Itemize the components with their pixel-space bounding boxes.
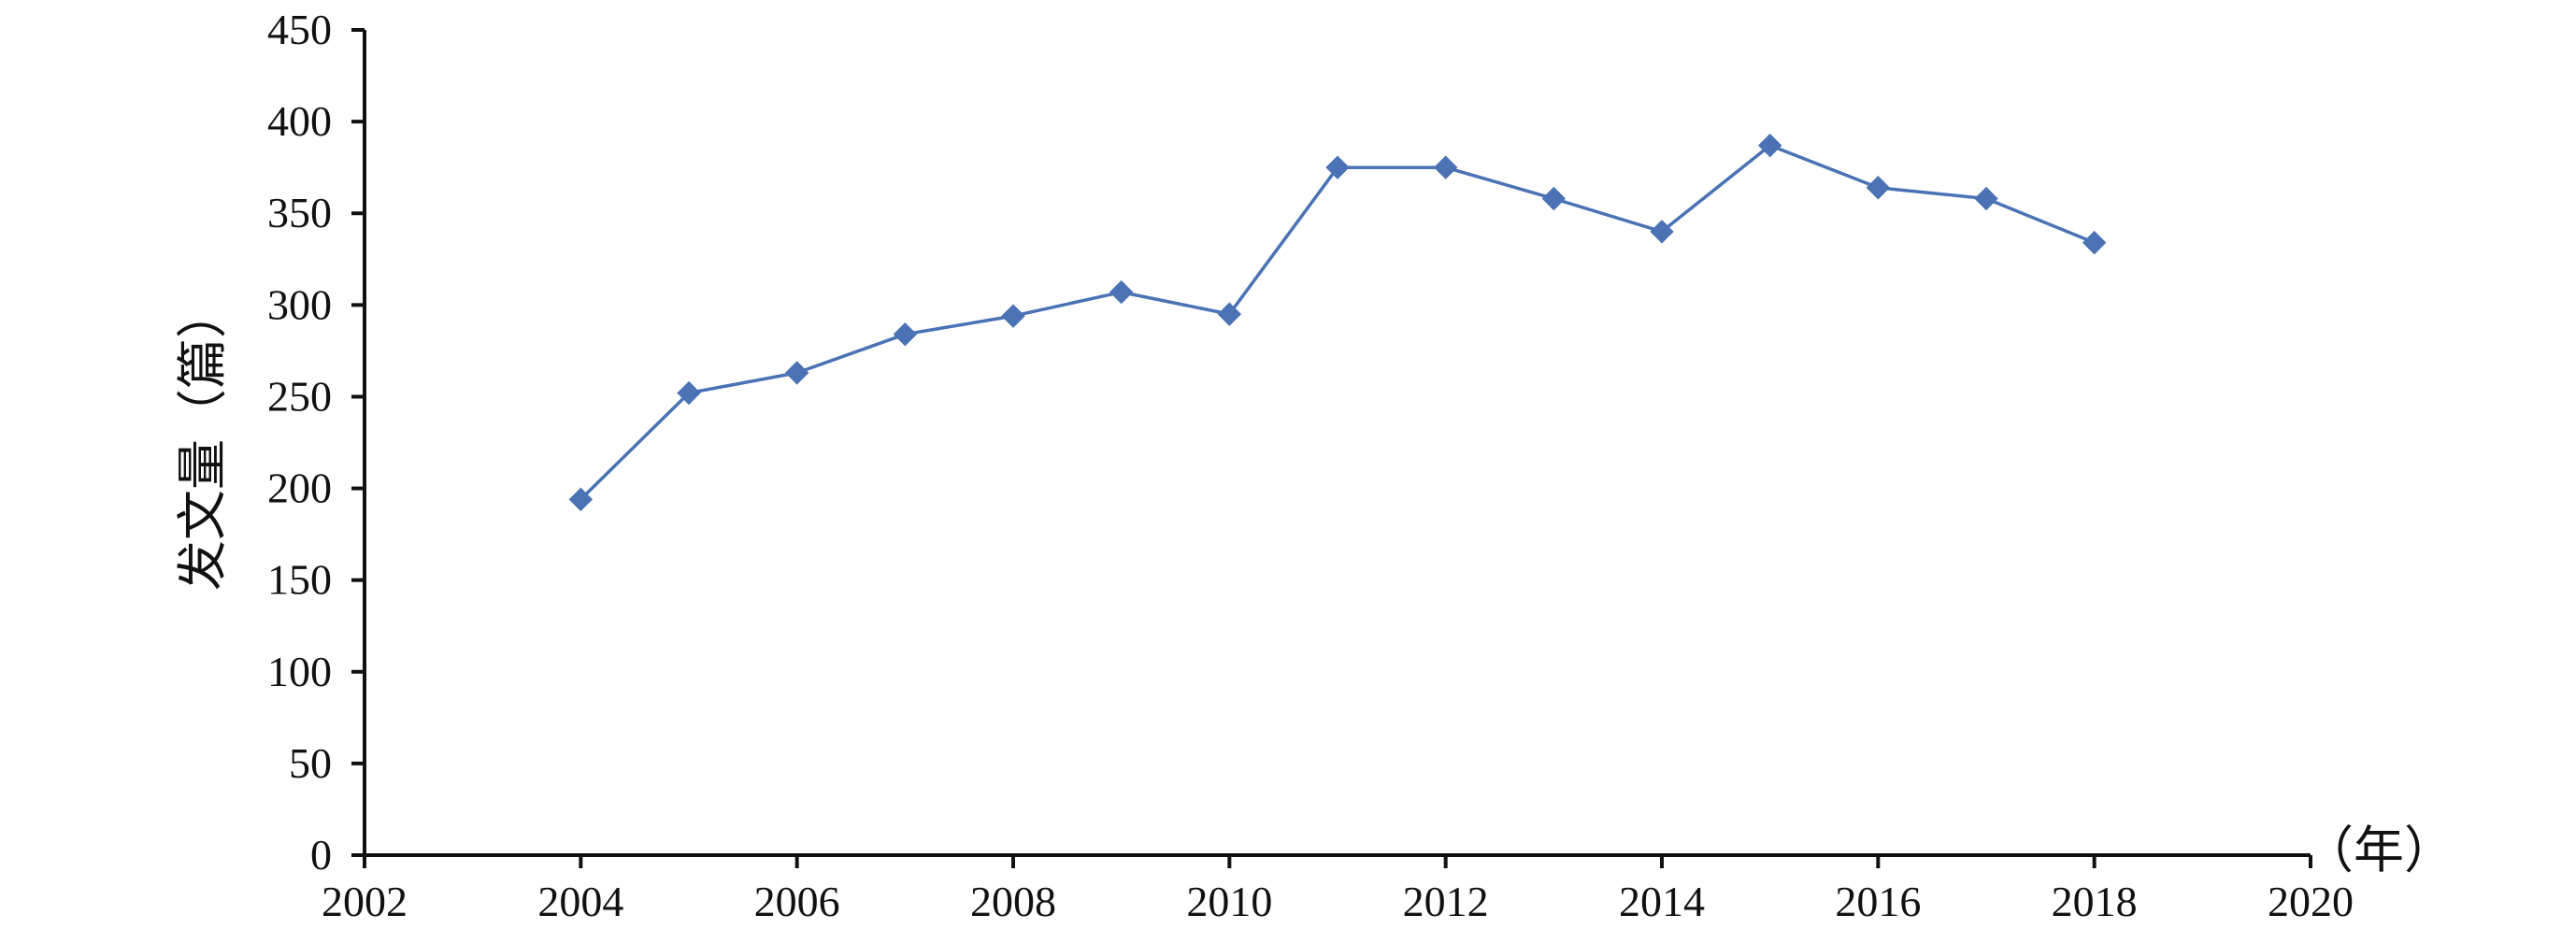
y-tick-label-300: 300 [267,280,332,328]
tick-labels: 0 50 100 150 200 250 300 350 400 450 2002 2004 2006 2… [267,6,2354,925]
data-point-2006 [784,361,809,385]
y-tick-label-400: 400 [267,97,332,145]
data-point-2013 [1541,186,1567,211]
data-point-2016 [1866,176,1891,200]
y-tick-label-250: 250 [267,372,332,420]
x-tick-label-2012: 2012 [1403,878,1489,925]
data-point-2014 [1650,220,1674,244]
y-tick-label-200: 200 [267,464,332,512]
x-tick-label-2014: 2014 [1619,878,1705,925]
series-markers [568,133,2107,512]
y-tick-label-0: 0 [310,831,332,879]
x-tick-label-2006: 2006 [754,878,840,925]
x-tick-label-2008: 2008 [970,878,1056,925]
y-tick-label-450: 450 [267,6,332,53]
data-point-2008 [1001,304,1025,328]
data-point-2012 [1433,155,1458,179]
y-tick-label-150: 150 [267,556,332,604]
y-axis-title: 发文量（篇） [175,288,231,591]
data-point-2007 [893,322,918,347]
axes [363,30,2311,857]
x-tick-label-2002: 2002 [322,878,408,925]
x-tick-label-2020: 2020 [2268,878,2354,925]
data-point-2018 [2082,230,2107,255]
ticks [351,28,2312,868]
y-tick-label-50: 50 [289,739,332,787]
y-tick-label-100: 100 [267,648,332,695]
data-point-2010 [1217,302,1242,326]
data-point-2015 [1757,133,1782,158]
x-tick-label-2016: 2016 [1835,878,1921,925]
y-tick-label-350: 350 [267,189,332,236]
data-point-2017 [1974,186,1998,211]
x-tick-label-2018: 2018 [2052,878,2138,925]
x-tick-label-2010: 2010 [1186,878,1272,925]
data-point-2004 [568,487,594,512]
data-point-2005 [677,380,701,406]
data-point-2009 [1109,279,1134,305]
x-axis-title: （年） [2303,822,2454,879]
data-point-2011 [1325,155,1350,179]
x-tick-label-2004: 2004 [537,878,623,925]
